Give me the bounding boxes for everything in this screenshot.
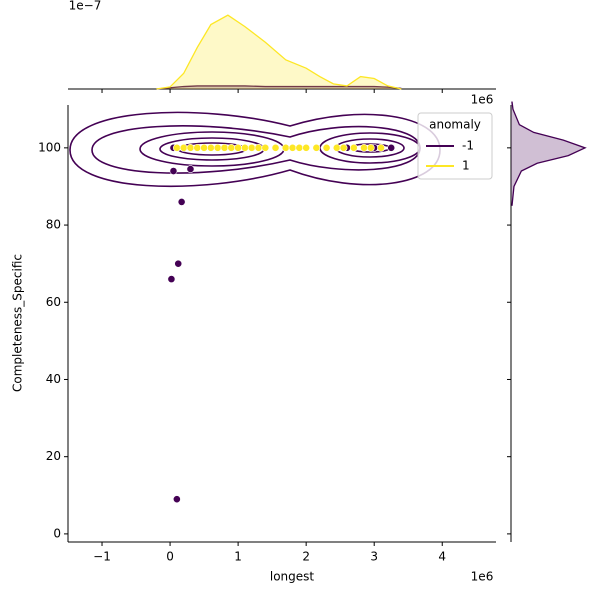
y-tick-label: 20 <box>46 449 61 463</box>
point <box>254 143 263 152</box>
marginal-x-curve <box>156 14 402 90</box>
marginal-y-offset-label: 1e−7 <box>69 0 102 13</box>
point <box>377 143 385 152</box>
legend-title: anomaly <box>429 118 481 132</box>
point <box>227 143 236 152</box>
x-tick-label: 1 <box>234 550 242 564</box>
marginal-y-curve <box>511 101 587 206</box>
legend-label: -1 <box>462 139 474 153</box>
x-tick-label: 0 <box>166 550 174 564</box>
point <box>261 143 270 152</box>
point <box>302 143 311 152</box>
point <box>234 143 243 152</box>
y-tick-label: 0 <box>53 526 61 540</box>
point <box>177 197 186 206</box>
point <box>174 259 183 268</box>
point <box>186 165 195 173</box>
legend: anomaly -1 1 <box>417 112 493 180</box>
point <box>200 143 208 152</box>
point <box>213 143 222 152</box>
point <box>172 495 181 504</box>
marginal-x-curve <box>156 85 402 90</box>
point <box>206 143 215 152</box>
marginal-y-area <box>511 101 586 206</box>
point <box>179 143 188 152</box>
y-tick-label: 40 <box>46 372 61 386</box>
point <box>312 143 321 152</box>
point <box>247 143 256 152</box>
point <box>295 143 304 152</box>
x-tick-label: 2 <box>302 550 310 564</box>
x-axis-label: longest <box>270 570 315 584</box>
point <box>349 143 358 152</box>
point <box>172 143 181 152</box>
x-offset-label: 1e6 <box>471 570 494 584</box>
point <box>322 143 331 152</box>
marginal-x-area <box>156 15 402 89</box>
point <box>339 143 348 152</box>
point <box>220 143 229 152</box>
point <box>241 143 249 152</box>
point <box>169 167 178 175</box>
marginal-x-offset-label: 1e6 <box>471 93 494 107</box>
y-tick-label: 80 <box>46 218 61 232</box>
point <box>193 143 202 152</box>
y-tick-label: 100 <box>38 140 61 154</box>
y-tick-label: 60 <box>46 295 61 309</box>
x-tick-label: 3 <box>370 550 378 564</box>
point <box>288 143 297 152</box>
legend-box <box>417 112 493 180</box>
y-axis-label: Completeness_Specific <box>11 254 25 392</box>
point <box>167 275 176 284</box>
point <box>332 143 341 152</box>
point <box>281 143 290 152</box>
legend-label: 1 <box>462 159 470 173</box>
point <box>360 143 368 152</box>
point <box>271 143 280 152</box>
point <box>366 143 375 152</box>
x-tick-label: −1 <box>93 550 111 564</box>
point <box>387 143 396 152</box>
point <box>186 143 195 152</box>
x-tick-label: 4 <box>438 550 446 564</box>
